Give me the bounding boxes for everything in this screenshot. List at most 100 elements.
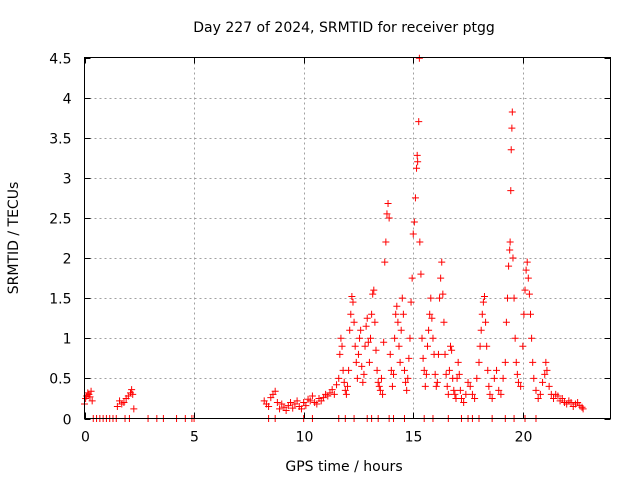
data-point [550,394,558,402]
data-point [473,374,481,382]
data-point [455,370,463,378]
data-point [397,326,405,334]
data-point [394,318,402,326]
data-point [344,382,351,390]
data-point [400,366,408,374]
data-point [410,218,418,226]
data-point [426,310,434,318]
grid-lines [84,57,611,419]
data-point [416,238,424,246]
data-point [120,398,128,406]
data-point [420,366,428,374]
data-point [417,270,425,278]
y-tick-label: 3 [63,172,72,188]
data-point [390,370,398,378]
data-point [521,286,529,294]
data-point [86,393,94,401]
data-point [359,378,367,386]
data-point [525,290,533,298]
x-tick-labels: 0 5 10 15 20 [81,430,532,446]
data-point [499,374,507,382]
data-point [445,366,453,374]
data-point [441,350,449,358]
data-point [484,366,492,374]
data-point [486,390,494,398]
data-point [506,246,514,254]
y-tick-label: 0 [63,413,72,429]
data-point [488,394,496,402]
data-point [396,358,404,366]
data-point [382,238,390,246]
data-point [456,386,464,394]
data-point [512,358,520,366]
x-tick-label: 5 [190,430,199,446]
data-point [415,54,423,62]
data-point [475,358,483,366]
data-point [542,358,550,366]
data-point [558,394,566,402]
data-point [345,366,353,374]
data-point [361,342,369,350]
data-point [392,310,400,318]
data-point [337,334,345,342]
data-point [532,386,540,394]
data-point [354,350,362,358]
data-point [503,294,511,302]
data-point [523,258,531,266]
data-point [508,124,516,132]
data-point [88,397,96,405]
data-point [333,381,341,389]
data-point [554,392,562,400]
data-point [369,290,377,298]
data-point [508,108,516,116]
data-point [439,290,447,298]
data-point [543,366,551,374]
data-point [440,318,448,326]
x-tick-label: 20 [515,430,533,446]
data-point [130,405,138,413]
data-point [511,334,519,342]
data-point [462,390,470,398]
data-point [433,378,441,386]
data-point [87,387,95,395]
data-point [370,286,378,294]
data-point [384,200,392,208]
data-point [545,382,553,390]
data-point [468,390,476,398]
data-point [567,398,575,406]
data-point [376,386,384,394]
data-point [413,164,421,172]
data-point [129,390,137,398]
axis-ticks [84,57,611,420]
data-point [379,390,387,398]
data-point [388,382,396,390]
data-point [350,318,358,326]
data-point [349,298,357,306]
data-point [414,158,422,166]
data-point [578,403,586,411]
data-point [466,382,474,390]
x-tick-label: 10 [296,430,314,446]
data-point [419,354,427,362]
y-tick-label: 1 [63,332,72,348]
data-point [421,382,429,390]
data-point [422,370,430,378]
data-point [308,392,316,400]
data-point [519,342,527,350]
data-point [377,374,385,382]
data-point [371,318,379,326]
data-point [423,342,431,350]
data-point [338,342,346,350]
data-point [501,358,509,366]
data-point [478,310,486,318]
x-axis-title: GPS time / hours [285,459,402,475]
data-point [460,398,468,406]
data-point [128,386,136,394]
data-point [265,402,273,410]
data-point [342,390,350,398]
data-point [490,374,498,382]
y-tick-label: 1.5 [49,292,71,308]
data-point [530,374,538,382]
data-point [380,338,388,346]
data-point [405,354,413,362]
